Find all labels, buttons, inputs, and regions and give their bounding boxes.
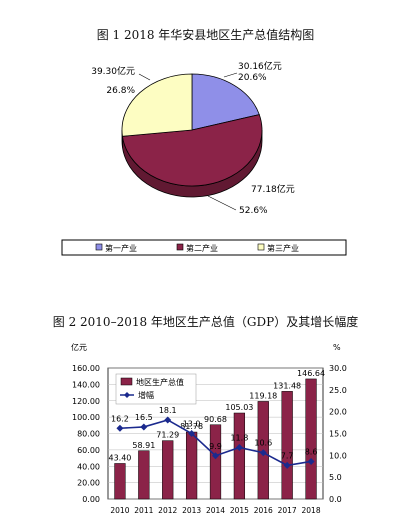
bar-2017 <box>281 391 293 500</box>
bar-2012 <box>162 440 174 500</box>
growth-marker-2015 <box>235 443 243 451</box>
bar-2011 <box>138 450 150 500</box>
growth-value-label: 16.2 <box>111 414 129 423</box>
x-tick-label: 2018 <box>302 506 321 515</box>
left-tick-label: 20.00 <box>77 479 100 488</box>
pie-value-label-1: 77.18亿元 <box>251 183 295 195</box>
figure2-title: 图 2 2010–2018 年地区生产总值（GDP）及其增长幅度 <box>52 315 359 329</box>
x-tick-label: 2010 <box>110 506 129 515</box>
pie-legend-label-1: 第二产业 <box>186 243 218 253</box>
left-tick-label: 140.00 <box>72 380 100 389</box>
right-tick-label: 15.0 <box>329 430 347 439</box>
right-tick-label: 20.0 <box>329 408 347 417</box>
pie-legend-label-0: 第一产业 <box>105 243 137 253</box>
x-tick-label: 2014 <box>206 506 225 515</box>
pie-legend <box>61 239 347 256</box>
pie-leader-0 <box>223 72 238 78</box>
left-tick-label: 120.00 <box>72 397 100 406</box>
bar-line-chart: 0.00 20.00 40.00 60.00 80.00 100.00 120.00 140.… <box>71 342 347 515</box>
left-tick-label: 60.00 <box>77 446 100 455</box>
growth-value-label: 13.0 <box>183 420 201 429</box>
x-tick-label: 2017 <box>278 506 297 515</box>
bar-value-label: 119.18 <box>249 391 277 400</box>
pie-legend-swatch-1 <box>176 243 184 251</box>
growth-value-label: 11.8 <box>230 433 248 442</box>
bar-value-label: 90.68 <box>204 415 227 424</box>
pie-leader-1 <box>207 195 237 211</box>
bar-value-label: 105.03 <box>225 403 253 412</box>
bar-2010 <box>114 463 126 500</box>
bar-2013 <box>185 431 198 500</box>
left-tick-label: 100.00 <box>72 413 100 422</box>
pie-percent-label-2: 26.8% <box>106 86 135 96</box>
growth-value-label: 8.6 <box>305 447 318 456</box>
left-tick-label: 160.00 <box>72 364 100 373</box>
growth-marker-2012 <box>164 416 172 424</box>
growth-marker-2017 <box>283 461 291 469</box>
growth-marker-2010 <box>116 424 124 432</box>
pie-value-label-0: 30.16亿元 <box>238 60 282 72</box>
bar-value-label: 131.48 <box>273 381 301 390</box>
growth-value-label: 18.1 <box>159 406 177 415</box>
pie-legend-label-2: 第三产业 <box>267 243 299 253</box>
growth-marker-2014 <box>212 452 219 460</box>
growth-marker-2016 <box>259 449 267 457</box>
growth-value-label: 16.5 <box>135 413 153 422</box>
x-tick-label: 2013 <box>182 506 201 515</box>
growth-marker-2013 <box>188 430 196 437</box>
bar-2015 <box>233 412 246 500</box>
legend-label-bar: 地区生产总值 <box>136 377 184 387</box>
growth-marker-2018 <box>307 457 315 465</box>
x-tick-label: 2012 <box>158 506 177 515</box>
pie-slice-1 <box>121 114 263 187</box>
pie-value-label-2: 39.30亿元 <box>91 65 135 77</box>
pie-leader-2 <box>138 73 151 81</box>
x-tick-label: 2015 <box>230 506 249 515</box>
legend-marker-line <box>124 392 130 398</box>
right-tick-label: 5.0 <box>329 473 342 482</box>
pie-slice-2 <box>121 73 193 137</box>
legend-swatch-bar <box>120 377 133 386</box>
pie-legend-swatch-0 <box>95 243 103 251</box>
right-tick-label: 25.0 <box>329 386 347 395</box>
bar-value-label: 146.64 <box>297 369 325 378</box>
right-tick-label: 10.0 <box>329 451 347 460</box>
bar-value-label: 71.29 <box>156 431 179 440</box>
bar-value-label: 43.40 <box>108 453 131 462</box>
left-tick-label: 40.00 <box>77 462 100 471</box>
legend-label-line: 增幅 <box>138 390 154 400</box>
pie-percent-label-1: 52.6% <box>239 206 268 216</box>
x-tick-label: 2016 <box>254 506 273 515</box>
growth-value-label: 9.9 <box>209 442 222 451</box>
pie-legend-swatch-2 <box>257 243 265 251</box>
x-tick-label: 2011 <box>134 506 153 515</box>
right-tick-label: 30.0 <box>329 364 347 373</box>
right-tick-label: 0.0 <box>329 495 342 504</box>
right-axis-unit: % <box>333 343 341 352</box>
bar-2018 <box>305 378 317 500</box>
growth-marker-2011 <box>140 423 148 431</box>
left-axis-unit: 亿元 <box>71 342 87 352</box>
left-tick-label: 0.00 <box>82 495 100 504</box>
bar-2014 <box>209 424 222 500</box>
left-tick-label: 80.00 <box>77 430 100 439</box>
growth-value-label: 10.6 <box>254 439 272 448</box>
bar-value-label: 81.78 <box>180 422 203 431</box>
bar-value-label: 58.91 <box>132 441 155 450</box>
pie-slice-0 <box>191 73 260 131</box>
growth-value-label: 7.7 <box>281 451 294 460</box>
pie-percent-label-0: 20.6% <box>238 73 267 83</box>
figure1-title: 图 1 2018 年华安县地区生产总值结构图 <box>96 28 315 42</box>
